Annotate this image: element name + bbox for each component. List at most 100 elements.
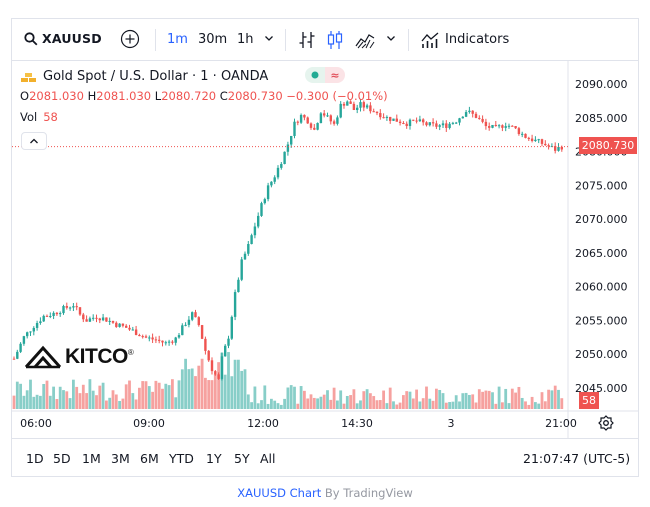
volume-bar xyxy=(177,380,181,409)
candle-body xyxy=(29,331,32,333)
low-value: 2080.720 xyxy=(161,89,217,103)
collapse-legend-button[interactable] xyxy=(21,132,47,150)
volume-bar xyxy=(514,392,517,409)
volume-bar xyxy=(114,394,118,409)
volume-bar xyxy=(39,395,42,409)
candle-body xyxy=(158,339,161,341)
candle-body xyxy=(534,139,537,142)
range-5d[interactable]: 5D xyxy=(53,451,71,466)
symbol-label: XAUUSD xyxy=(42,31,102,46)
candle-body xyxy=(227,338,230,346)
volume-bar xyxy=(448,402,451,409)
add-symbol-icon[interactable] xyxy=(120,29,140,49)
candle-body xyxy=(501,125,504,128)
range-3m[interactable]: 3M xyxy=(111,451,130,466)
chevron-down-icon[interactable] xyxy=(385,32,397,44)
range-5y[interactable]: 5Y xyxy=(234,451,250,466)
candle-body xyxy=(385,116,389,118)
candle-body xyxy=(148,337,151,339)
chart-link[interactable]: XAUUSD Chart xyxy=(237,486,322,500)
range-all[interactable]: All xyxy=(260,451,276,466)
range-1y[interactable]: 1Y xyxy=(206,451,222,466)
volume-bar xyxy=(167,385,171,409)
y-tick-label: 2085.000 xyxy=(575,112,628,125)
candle-body xyxy=(464,112,468,117)
candle-body xyxy=(488,126,491,128)
volume-bar xyxy=(336,400,339,409)
candle-body xyxy=(144,336,148,338)
candle-body xyxy=(12,358,16,360)
volume-bar xyxy=(273,400,277,409)
volume-bar xyxy=(319,396,323,409)
candles-icon[interactable] xyxy=(324,29,346,51)
chevron-down-icon[interactable] xyxy=(263,32,275,44)
volume-bar xyxy=(286,387,290,409)
candle-body xyxy=(309,123,313,128)
volume-bar xyxy=(111,390,115,409)
range-1d[interactable]: 1D xyxy=(26,451,44,466)
indicators-icon[interactable] xyxy=(419,29,441,51)
volume-bar xyxy=(491,392,494,409)
candle-body xyxy=(197,317,200,326)
volume-bar xyxy=(484,390,488,409)
candle-body xyxy=(98,318,101,321)
candle-body xyxy=(527,137,530,139)
candle-body xyxy=(207,350,210,361)
volume-bar xyxy=(428,398,432,409)
volume-bar xyxy=(408,391,412,409)
volume-bar xyxy=(194,376,197,409)
interval-30m[interactable]: 30m xyxy=(198,32,228,47)
open-label: O xyxy=(20,89,30,103)
volume-bar xyxy=(35,394,39,409)
candle-body xyxy=(88,318,92,322)
symbol-search[interactable]: XAUUSD xyxy=(24,31,102,46)
volume-bar xyxy=(48,395,52,409)
volume-bar xyxy=(223,374,227,409)
volume-bar xyxy=(355,403,359,409)
volume-bar xyxy=(91,390,95,409)
market-open-pill[interactable] xyxy=(305,67,325,83)
toolbar: XAUUSD 1m 30m 1h xyxy=(12,19,638,61)
volume-bar xyxy=(230,376,234,409)
chevron-up-icon xyxy=(30,138,38,144)
volume-tag: 58 xyxy=(579,392,599,409)
candle-body xyxy=(557,146,560,151)
candle-body xyxy=(134,329,138,335)
range-6m[interactable]: 6M xyxy=(140,451,159,466)
volume-bar xyxy=(32,396,36,409)
bar-chart-icon[interactable] xyxy=(296,29,318,51)
candle-body xyxy=(560,146,563,150)
volume-bar xyxy=(454,395,458,409)
candle-body xyxy=(458,118,461,123)
gear-icon[interactable] xyxy=(598,415,614,431)
candle-body xyxy=(118,323,121,327)
volume-bar xyxy=(527,404,531,409)
volume-bar xyxy=(187,369,191,409)
area-chart-icon[interactable] xyxy=(354,29,376,51)
candle-body xyxy=(316,122,319,130)
timezone-clock[interactable]: 21:07:47 (UTC-5) xyxy=(523,451,631,466)
range-ytd[interactable]: YTD xyxy=(169,451,194,466)
market-status-pills[interactable]: ≈ xyxy=(305,67,345,83)
price-chart[interactable]: 2090.0002085.0002080.0002075.0002070.000… xyxy=(12,61,638,438)
candle-body xyxy=(342,103,346,106)
volume-bar xyxy=(108,397,112,409)
high-label: H xyxy=(87,89,97,103)
volume-bar xyxy=(431,400,435,409)
delayed-data-pill[interactable]: ≈ xyxy=(325,67,345,83)
volume-bar xyxy=(306,398,310,409)
candle-body xyxy=(49,315,52,317)
legend-title[interactable]: Gold Spot / U.S. Dollar · 1 · OANDA xyxy=(20,69,268,84)
candle-body xyxy=(230,316,233,339)
interval-1h[interactable]: 1h xyxy=(237,32,254,47)
volume-bar xyxy=(362,391,366,409)
volume-label: Vol xyxy=(20,110,38,124)
close-label: C xyxy=(219,89,228,103)
candle-body xyxy=(428,122,431,126)
indicators-button[interactable]: Indicators xyxy=(445,32,510,47)
range-1m[interactable]: 1M xyxy=(82,451,101,466)
registered-mark: ® xyxy=(127,348,134,357)
candle-body xyxy=(346,101,349,106)
interval-1m[interactable]: 1m xyxy=(167,32,188,47)
candle-body xyxy=(451,122,455,124)
